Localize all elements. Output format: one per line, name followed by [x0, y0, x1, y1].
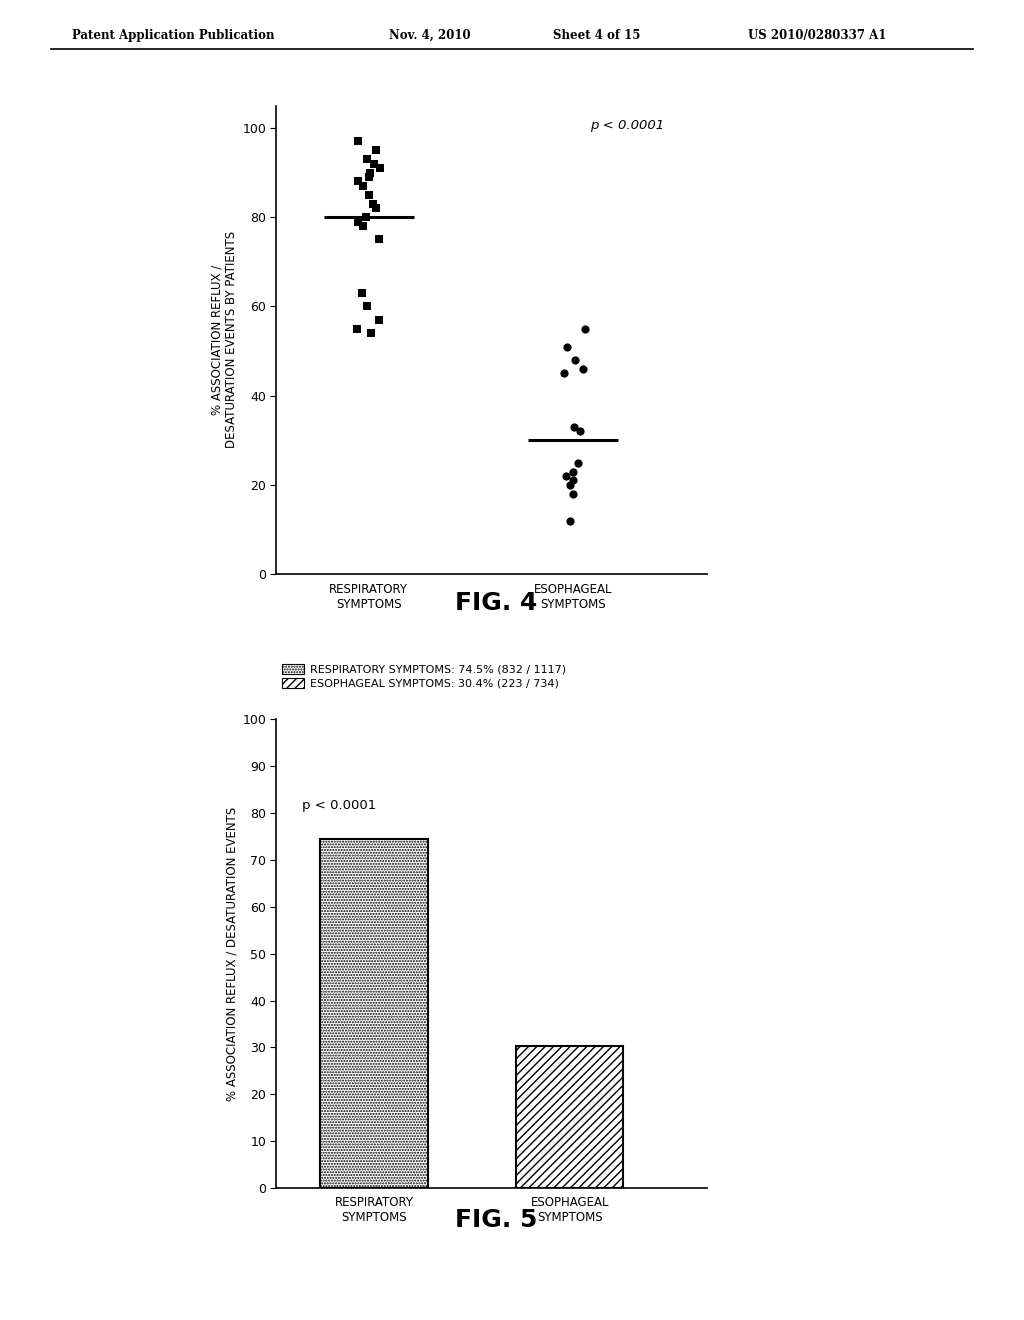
Text: p < 0.0001: p < 0.0001	[302, 799, 376, 812]
Point	[357, 207, 374, 228]
Point	[559, 337, 575, 358]
Point	[564, 483, 581, 504]
Point	[577, 318, 593, 339]
Point	[556, 363, 572, 384]
Point	[355, 215, 372, 236]
Point	[575, 358, 592, 379]
Point	[569, 451, 586, 473]
Point	[361, 162, 378, 183]
Bar	[516, 1045, 624, 1188]
Point	[558, 466, 574, 487]
Legend: RESPIRATORY SYMPTOMS: 74.5% (832 / 1117), ESOPHAGEAL SYMPTOMS: 30.4% (223 / 734): RESPIRATORY SYMPTOMS: 74.5% (832 / 1117)…	[282, 664, 566, 689]
Text: Patent Application Publication: Patent Application Publication	[72, 29, 274, 42]
Point	[360, 185, 377, 206]
Point	[365, 193, 381, 214]
Point	[353, 282, 370, 304]
Point	[371, 228, 387, 249]
Point	[360, 166, 377, 187]
Point	[565, 470, 582, 491]
Y-axis label: % ASSOCIATION REFLUX /
DESATURATION EVENTS BY PATIENTS: % ASSOCIATION REFLUX / DESATURATION EVEN…	[210, 231, 238, 449]
Point	[562, 510, 579, 531]
Point	[366, 153, 382, 174]
Text: Nov. 4, 2010: Nov. 4, 2010	[389, 29, 471, 42]
Point	[566, 416, 583, 437]
Text: US 2010/0280337 A1: US 2010/0280337 A1	[748, 29, 886, 42]
Point	[350, 170, 367, 191]
Point	[350, 211, 367, 232]
Point	[349, 318, 366, 339]
Point	[562, 474, 579, 495]
Text: FIG. 5: FIG. 5	[456, 1208, 538, 1232]
Point	[359, 296, 376, 317]
Point	[359, 149, 376, 170]
Point	[368, 198, 384, 219]
Point	[566, 350, 583, 371]
Point	[354, 176, 371, 197]
Point	[362, 322, 379, 343]
Point	[564, 461, 581, 482]
Text: Sheet 4 of 15: Sheet 4 of 15	[553, 29, 640, 42]
Text: FIG. 4: FIG. 4	[456, 591, 538, 615]
Y-axis label: % ASSOCIATION REFLUX / DESATURATION EVENTS: % ASSOCIATION REFLUX / DESATURATION EVEN…	[225, 807, 238, 1101]
Point	[350, 131, 367, 152]
Text: p < 0.0001: p < 0.0001	[590, 119, 664, 132]
Bar	[321, 840, 428, 1188]
Point	[368, 140, 384, 161]
Point	[571, 421, 588, 442]
Point	[371, 309, 387, 330]
Point	[372, 157, 388, 178]
